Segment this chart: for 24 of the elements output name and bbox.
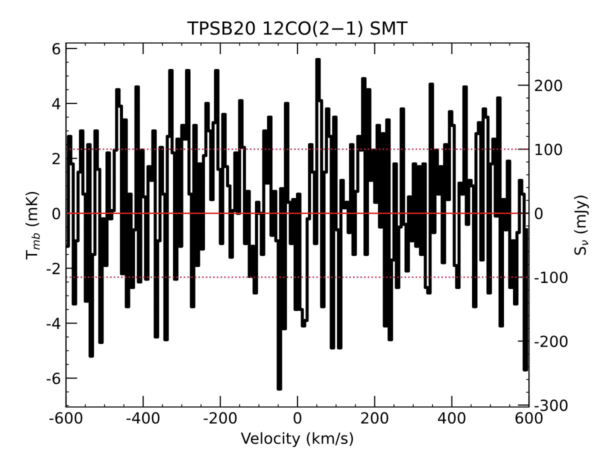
x-tick-label: -600	[49, 412, 82, 424]
x-tick-label: 600	[515, 412, 543, 424]
y2-axis-title: S$_{ν}$ (mJy)	[574, 196, 589, 255]
y2-tick-label: 200	[534, 80, 562, 92]
x-tick-label: 0	[294, 412, 302, 424]
y2-tick-label: -100	[534, 272, 568, 284]
x-tick-label: 200	[361, 412, 388, 424]
x-tick-label: -400	[126, 412, 160, 424]
x-tick-label: 400	[438, 412, 466, 424]
y-tick-label: 6	[52, 42, 60, 55]
y2-tick-label: -300	[534, 400, 568, 412]
x-axis-title: Velocity (km/s)	[240, 432, 353, 447]
y-axis-title: T$_{mb}$ (mK)	[26, 192, 40, 260]
y-tick-label: -6	[46, 372, 60, 384]
x-tick-label: -200	[204, 412, 237, 424]
y2-tick-label: 0	[534, 208, 543, 220]
y-tick-label: 4	[52, 98, 60, 110]
y-tick-label: -4	[46, 318, 60, 330]
y-tick-label: 0	[52, 208, 60, 220]
y-tick-label: 2	[52, 152, 60, 164]
y2-tick-label: -200	[534, 336, 568, 348]
y-tick-label: -2	[46, 262, 60, 274]
chart-title: TPSB20 12CO(2−1) SMT	[187, 20, 408, 38]
y2-tick-label: 100	[536, 144, 562, 156]
